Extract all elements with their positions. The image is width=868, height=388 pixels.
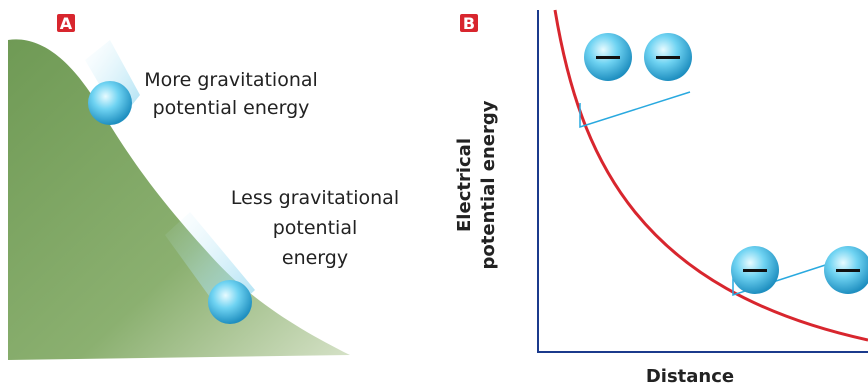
caption: energy <box>282 247 348 269</box>
ball <box>88 81 132 125</box>
figure: A More gravitational potential energy Le… <box>0 0 868 388</box>
caption: potential energy <box>153 97 310 119</box>
charge <box>584 33 632 81</box>
bracket <box>580 92 690 127</box>
panel-label: A <box>60 14 73 33</box>
charge <box>644 33 692 81</box>
ball <box>208 280 252 324</box>
caption: potential <box>273 217 358 239</box>
charge <box>731 246 779 294</box>
caption: Less gravitational <box>231 187 399 209</box>
y-axis-label: Electrical <box>454 138 475 232</box>
x-axis-label: Distance <box>646 366 734 387</box>
panel-label: B <box>463 14 475 33</box>
y-axis-label: potential energy <box>478 100 499 269</box>
charge <box>824 246 868 294</box>
caption: More gravitational <box>144 69 318 91</box>
